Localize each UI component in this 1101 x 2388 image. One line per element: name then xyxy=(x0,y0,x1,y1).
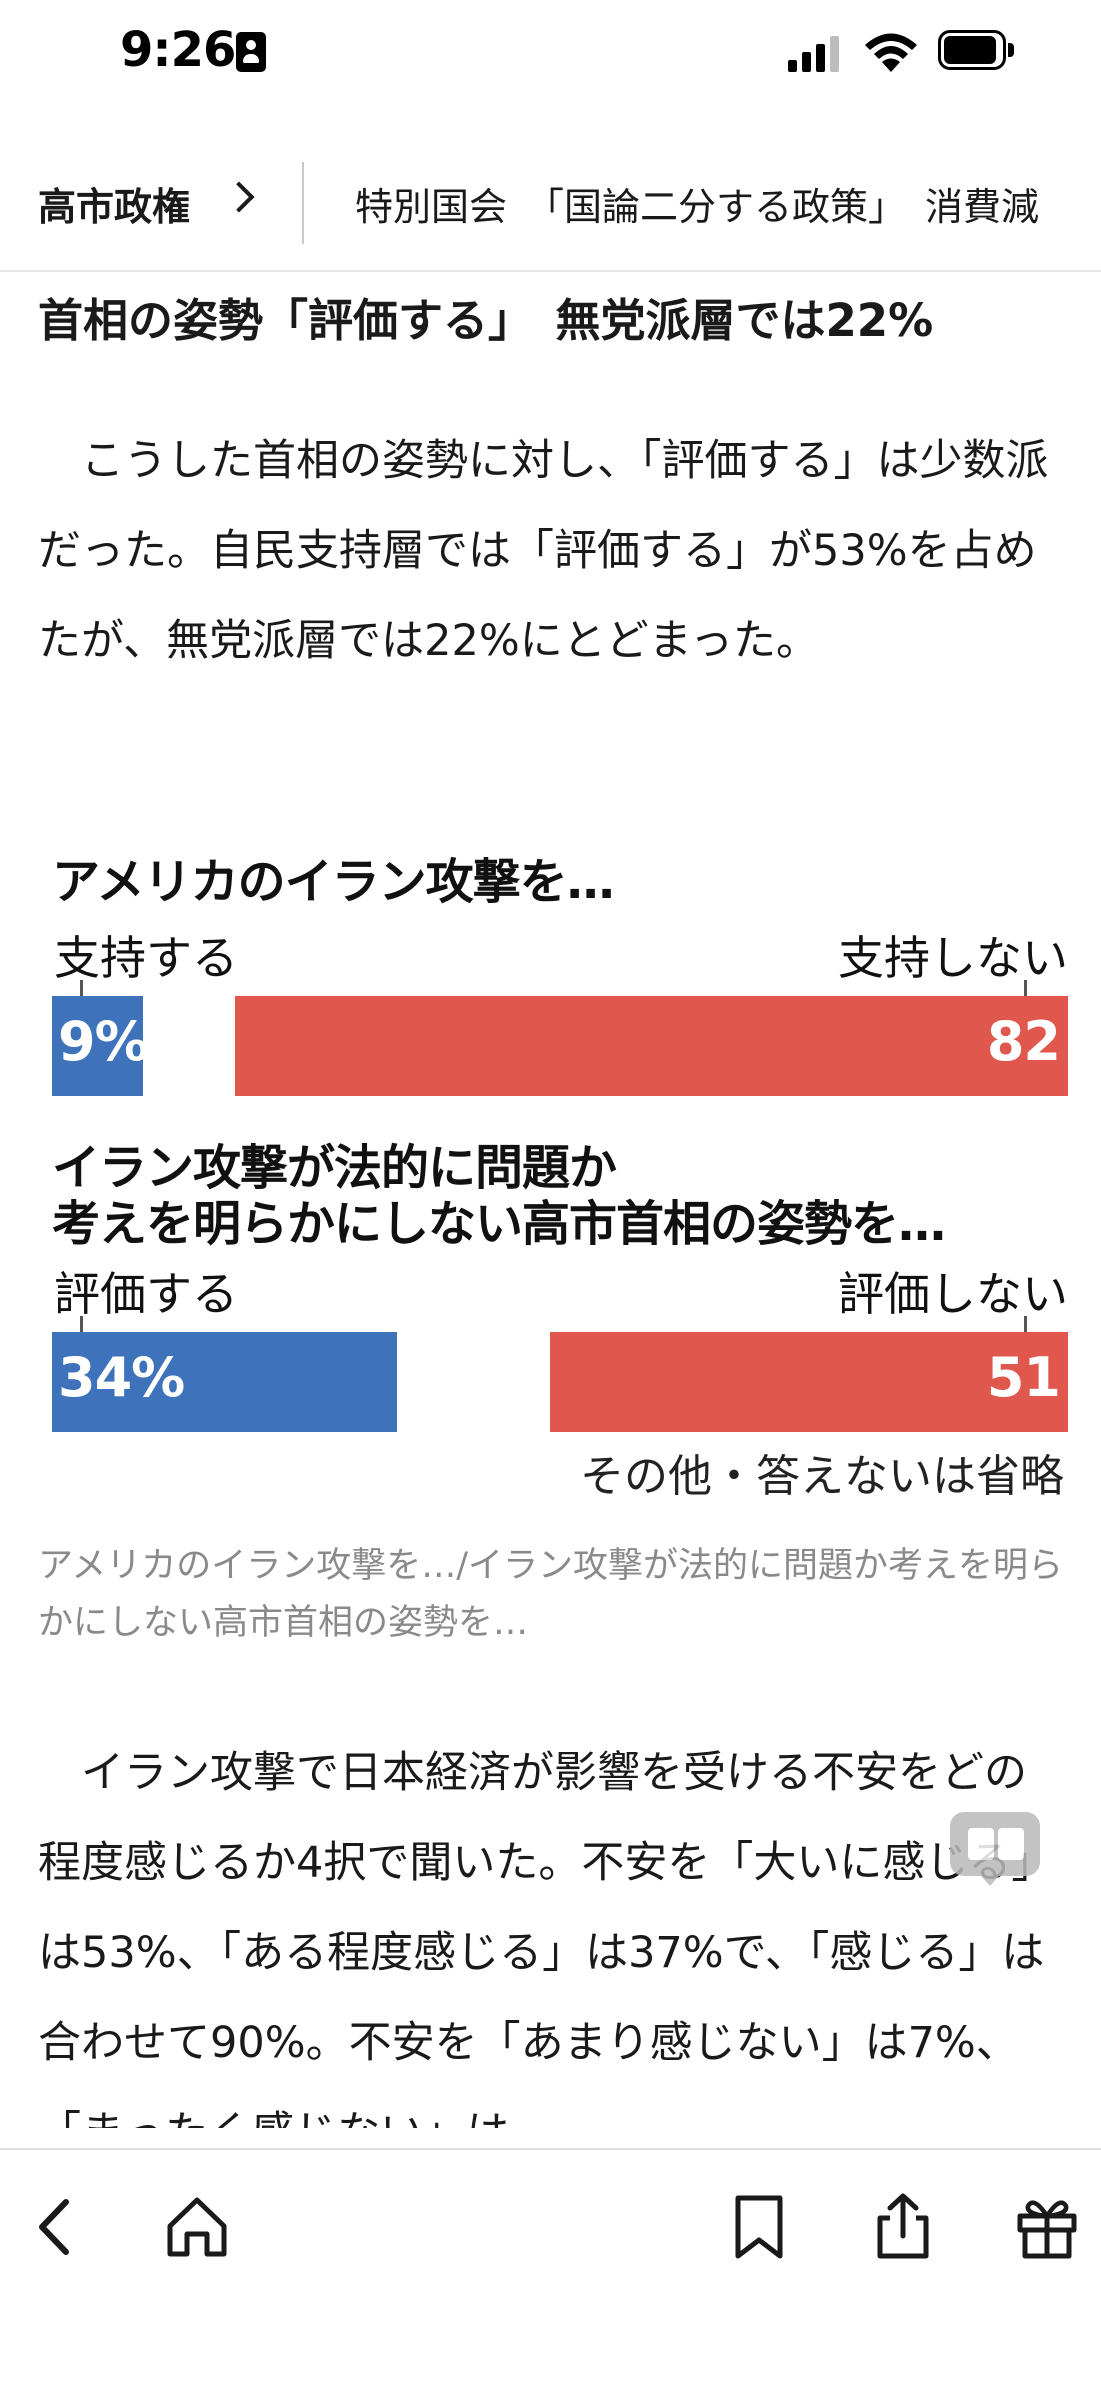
label-tick xyxy=(80,980,83,1000)
chart-category-label: 支持する xyxy=(54,931,238,985)
bar-value-label: 82 xyxy=(986,1010,1061,1073)
label-tick xyxy=(80,1316,83,1336)
chart-title: 考えを明らかにしない高市首相の姿勢を… xyxy=(52,1196,946,1252)
article-paragraph: イラン攻撃で日本経済が影響を受ける不安をどの程度感じるか4択で聞いた。不安を「大… xyxy=(38,1748,1055,2128)
chart-note: その他・答えないは省略 xyxy=(580,1451,1064,1502)
id-card-icon xyxy=(236,32,266,72)
bar-value-label: 51 xyxy=(986,1346,1061,1409)
status-time: 9:26 xyxy=(120,22,236,78)
home-button[interactable] xyxy=(162,2192,232,2262)
back-button[interactable] xyxy=(22,2192,92,2262)
topic-divider xyxy=(302,162,304,244)
bottom-toolbar xyxy=(0,2148,1101,2388)
cellular-signal-icon xyxy=(788,34,840,72)
article-subheading: 首相の姿勢「評価する」 無党派層では22% xyxy=(38,294,934,347)
gift-button[interactable] xyxy=(1012,2192,1082,2262)
article-paragraph: こうした首相の姿勢に対し、「評価する」は少数派だった。自民支持層では「評価する」… xyxy=(38,436,1049,666)
image-caption: アメリカのイラン攻撃を…/イラン攻撃が法的に問題か考えを明らかにしない高市首相の… xyxy=(38,1546,1064,1643)
bar-value-label: 34% xyxy=(58,1346,185,1409)
share-icon xyxy=(877,2193,929,2259)
chevron-right-icon[interactable] xyxy=(223,181,255,213)
comment-icon[interactable] xyxy=(950,1812,1040,1890)
share-button[interactable] xyxy=(868,2192,938,2262)
bar-no-support: 82 xyxy=(234,996,1068,1096)
nav-divider xyxy=(0,270,1101,272)
chart-category-label: 支持しない xyxy=(838,931,1068,985)
label-tick xyxy=(1024,980,1027,1000)
wifi-icon xyxy=(862,30,920,74)
gift-icon xyxy=(1017,2200,1077,2259)
home-icon xyxy=(167,2197,227,2257)
bar-disapprove: 51 xyxy=(549,1332,1068,1432)
poll-chart-image[interactable]: アメリカのイラン攻撃を… 支持する 支持しない 9% 82 イラン攻撃が法的に問… xyxy=(38,840,1068,1502)
chart-title: イラン攻撃が法的に問題か xyxy=(52,1140,617,1196)
related-topics-list[interactable]: 特別国会 「国論二分する政策」 消費減 xyxy=(355,185,1040,229)
topic-main-link[interactable]: 高市政権 xyxy=(38,185,191,229)
bar-support: 9% xyxy=(52,996,149,1096)
chart-category-label: 評価する xyxy=(54,1267,238,1321)
bookmark-icon xyxy=(735,2195,783,2259)
chevron-left-icon xyxy=(39,2199,69,2255)
bar-approve: 34% xyxy=(52,1332,398,1432)
status-bar: 9:26 xyxy=(0,0,1101,105)
chart-title: アメリカのイラン攻撃を… xyxy=(52,854,615,910)
label-tick xyxy=(1024,1316,1027,1336)
chart-category-label: 評価しない xyxy=(838,1267,1068,1321)
bar-value-label: 9% xyxy=(58,1010,149,1073)
topic-nav: 高市政権 特別国会 「国論二分する政策」 消費減 xyxy=(0,150,1101,260)
battery-icon xyxy=(938,30,1016,72)
bookmark-button[interactable] xyxy=(724,2192,794,2262)
